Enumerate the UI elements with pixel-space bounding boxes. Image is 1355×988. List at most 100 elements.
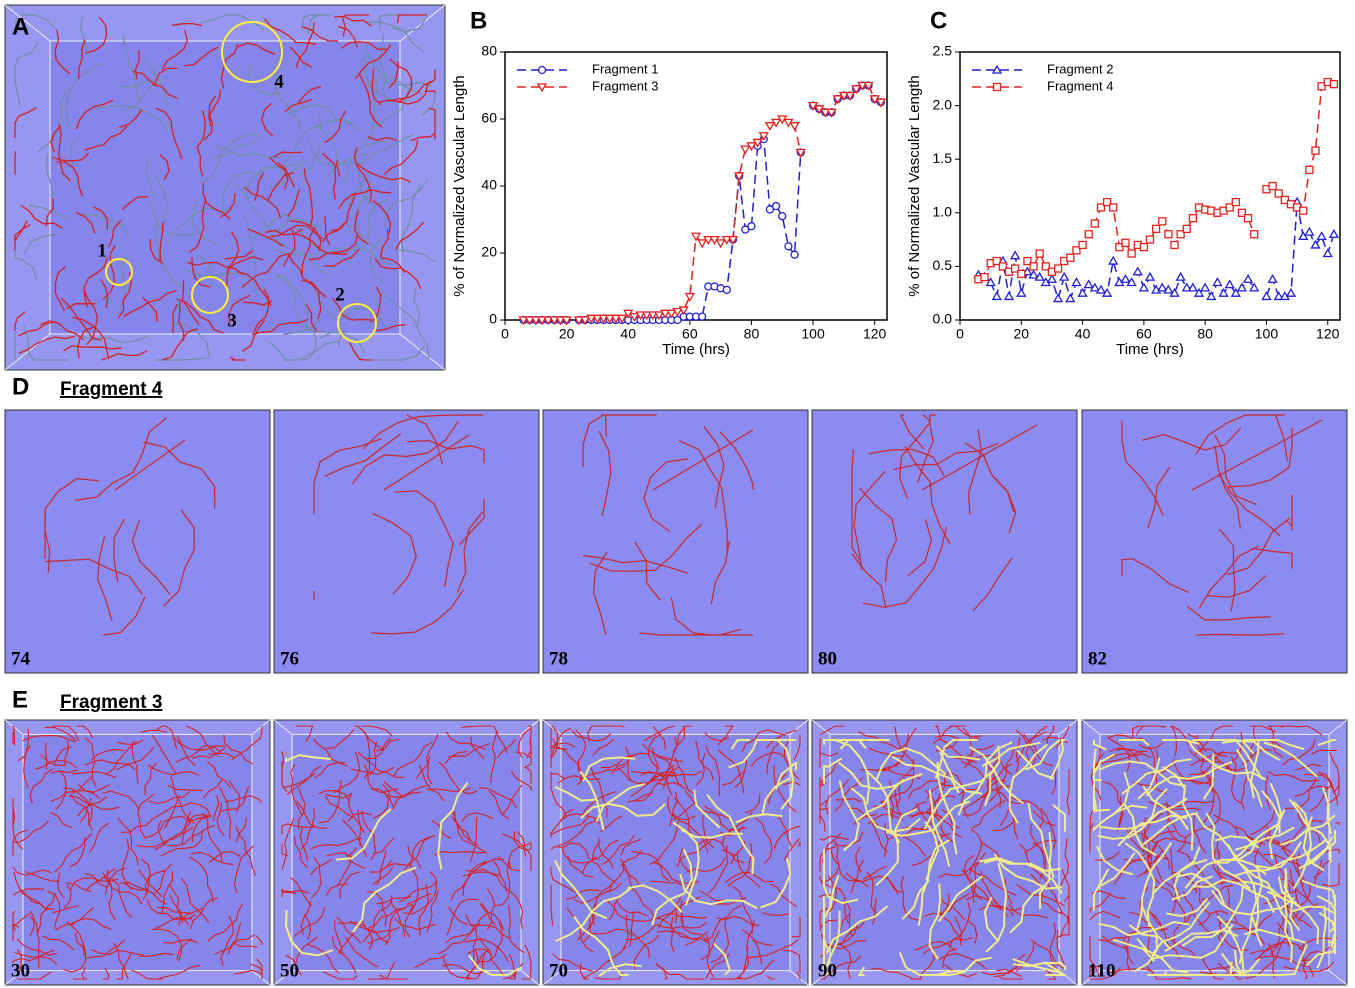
fragment-number: 3: [227, 310, 237, 331]
box-edge: [4, 970, 24, 986]
data-point: [795, 148, 806, 158]
data-point: [641, 311, 652, 321]
data-point: [1225, 203, 1234, 212]
image-panel: [811, 409, 1078, 674]
data-point: [1158, 217, 1167, 226]
data-point: [1299, 206, 1308, 215]
data-point: [1145, 235, 1155, 244]
vessel-branch: [652, 429, 754, 491]
image-panel: [273, 409, 540, 674]
data-point: [715, 239, 726, 249]
data-point: [690, 232, 702, 242]
data-point: [635, 311, 646, 321]
panel-label: D: [12, 373, 29, 400]
data-point: [1083, 279, 1094, 289]
data-point: [1132, 266, 1143, 276]
data-point: [1126, 277, 1137, 287]
data-point: [1298, 231, 1309, 241]
vessel-network: [582, 414, 754, 636]
panel-label: A: [12, 13, 29, 40]
vessel-network: [1093, 739, 1336, 976]
data-point: [1187, 282, 1199, 292]
data-point: [1181, 282, 1192, 292]
data-point: [598, 314, 609, 324]
legend-marker: [537, 65, 547, 75]
data-point: [616, 314, 628, 324]
data-point: [1108, 255, 1119, 265]
data-point: [820, 108, 831, 118]
x-tick-label: 60: [1136, 326, 1152, 342]
data-point: [722, 285, 731, 295]
y-axis-label: % of Normalized Vascular Length: [451, 75, 468, 297]
data-point: [1029, 262, 1038, 271]
box-edge: [273, 970, 293, 986]
box-edge: [542, 970, 562, 986]
y-axis-label: % of Normalized Vascular Length: [906, 75, 923, 297]
frame-label: 80: [818, 648, 837, 669]
inner-box: [22, 733, 253, 972]
highlight-circle: [105, 258, 133, 286]
legend-marker: [536, 83, 548, 93]
y-tick-label: 2.0: [933, 96, 953, 112]
legend-label: Fragment 4: [1047, 78, 1113, 93]
data-point: [660, 309, 671, 319]
y-tick-label: 40: [481, 177, 497, 193]
data-point: [1273, 291, 1284, 301]
data-point: [629, 313, 640, 322]
data-point: [857, 81, 868, 91]
data-point: [1188, 214, 1198, 223]
data-point: [746, 142, 757, 152]
data-point: [1322, 248, 1333, 258]
data-point: [771, 201, 781, 211]
panel-label: C: [930, 7, 947, 34]
vessel-network: [284, 754, 522, 976]
data-point: [991, 291, 1002, 301]
data-point: [741, 225, 750, 234]
frame-label: 110: [1088, 960, 1115, 981]
data-point: [653, 311, 665, 321]
data-point: [1053, 264, 1063, 273]
data-point: [1096, 203, 1106, 212]
x-tick-label: 20: [559, 326, 575, 342]
data-point: [697, 239, 708, 249]
x-axis-label: Time (hrs): [662, 341, 730, 358]
vessel-network: [281, 725, 532, 980]
data-point: [1090, 219, 1099, 228]
x-tick-label: 120: [1316, 326, 1340, 342]
data-point: [1311, 146, 1320, 155]
fragment-number: 1: [97, 240, 107, 261]
data-point: [604, 314, 615, 324]
legend-marker: [991, 64, 1003, 74]
legend-label: Fragment 1: [592, 61, 658, 76]
data-point: [1305, 165, 1314, 175]
data-point: [592, 314, 603, 324]
data-point: [666, 309, 677, 319]
data-point: [875, 98, 886, 108]
image-panel: [1081, 409, 1348, 674]
vessel-branch: [921, 424, 1038, 491]
vessel-network: [14, 14, 436, 361]
data-point: [851, 85, 862, 95]
vessel-network: [12, 725, 263, 980]
data-point: [1023, 256, 1032, 266]
data-point: [698, 312, 707, 321]
data-point: [1261, 291, 1272, 301]
frame-label: 78: [549, 648, 568, 669]
box-edge: [273, 719, 293, 735]
image-panel: [4, 409, 271, 674]
data-point: [1170, 240, 1179, 250]
x-tick-label: 0: [501, 326, 509, 342]
y-tick-label: 0.5: [933, 257, 953, 273]
data-point: [610, 314, 622, 324]
x-tick-label: 0: [956, 326, 964, 342]
data-point: [1003, 291, 1015, 301]
data-point: [747, 222, 756, 231]
vessel-network: [14, 14, 436, 361]
box-edge: [1081, 970, 1101, 986]
data-point: [721, 235, 732, 245]
panel-label: B: [470, 7, 487, 34]
data-point: [752, 138, 763, 148]
data-point: [678, 306, 689, 316]
vessel-network: [823, 739, 1068, 977]
data-point: [1017, 269, 1026, 279]
